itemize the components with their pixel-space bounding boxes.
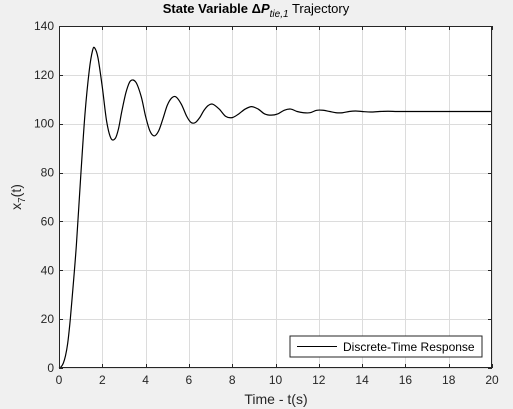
x-tick-label: 8	[229, 373, 236, 387]
title-suffix: Trajectory	[289, 1, 350, 16]
y-axis-label: x7(t)	[8, 184, 28, 210]
y-label-suffix: (t)	[8, 184, 24, 197]
x-tick-label: 16	[399, 373, 413, 387]
legend-entry-label: Discrete-Time Response	[343, 340, 475, 354]
title-delta: Δ	[252, 1, 261, 16]
x-tick-label: 20	[485, 373, 499, 387]
x-tick-label: 10	[269, 373, 283, 387]
series-group	[58, 46, 492, 369]
x-axis-label: Time - t(s)	[244, 391, 307, 407]
x-tick-label: 12	[312, 373, 326, 387]
x-tick-labels: 0 2 4 6 8 10 12 14 16 18 20	[56, 373, 499, 387]
x-tick-label: 18	[442, 373, 456, 387]
y-tick-label: 140	[34, 19, 54, 33]
y-tick-label: 120	[34, 68, 54, 82]
title-prefix: State Variable	[163, 1, 252, 16]
legend-box	[289, 335, 483, 358]
y-label-base: x	[8, 203, 24, 210]
series-line-0	[58, 46, 492, 369]
y-tick-label: 100	[34, 117, 54, 131]
x-tick-label: 6	[186, 373, 193, 387]
chart-title: State Variable ΔPtie,1 Trajectory	[163, 1, 350, 20]
x-tick-label: 14	[355, 373, 369, 387]
tick-marks	[59, 26, 493, 369]
axes-background	[59, 26, 492, 368]
y-tick-label: 80	[41, 166, 55, 180]
title-symbol: P	[261, 1, 270, 16]
title-subscript: tie,1	[270, 9, 289, 20]
y-tick-labels: 0 20 40 60 80 100 120 140	[34, 19, 54, 375]
y-tick-label: 60	[41, 214, 55, 228]
x-tick-label: 2	[99, 373, 106, 387]
x-tick-label: 0	[56, 373, 63, 387]
y-tick-label: 20	[41, 312, 55, 326]
y-tick-label: 0	[47, 361, 54, 375]
y-label-subscript: 7	[17, 197, 28, 203]
y-tick-label: 40	[41, 263, 55, 277]
legend: Discrete-Time Response	[289, 335, 483, 358]
x-tick-label: 4	[142, 373, 149, 387]
axes-box	[59, 26, 492, 368]
